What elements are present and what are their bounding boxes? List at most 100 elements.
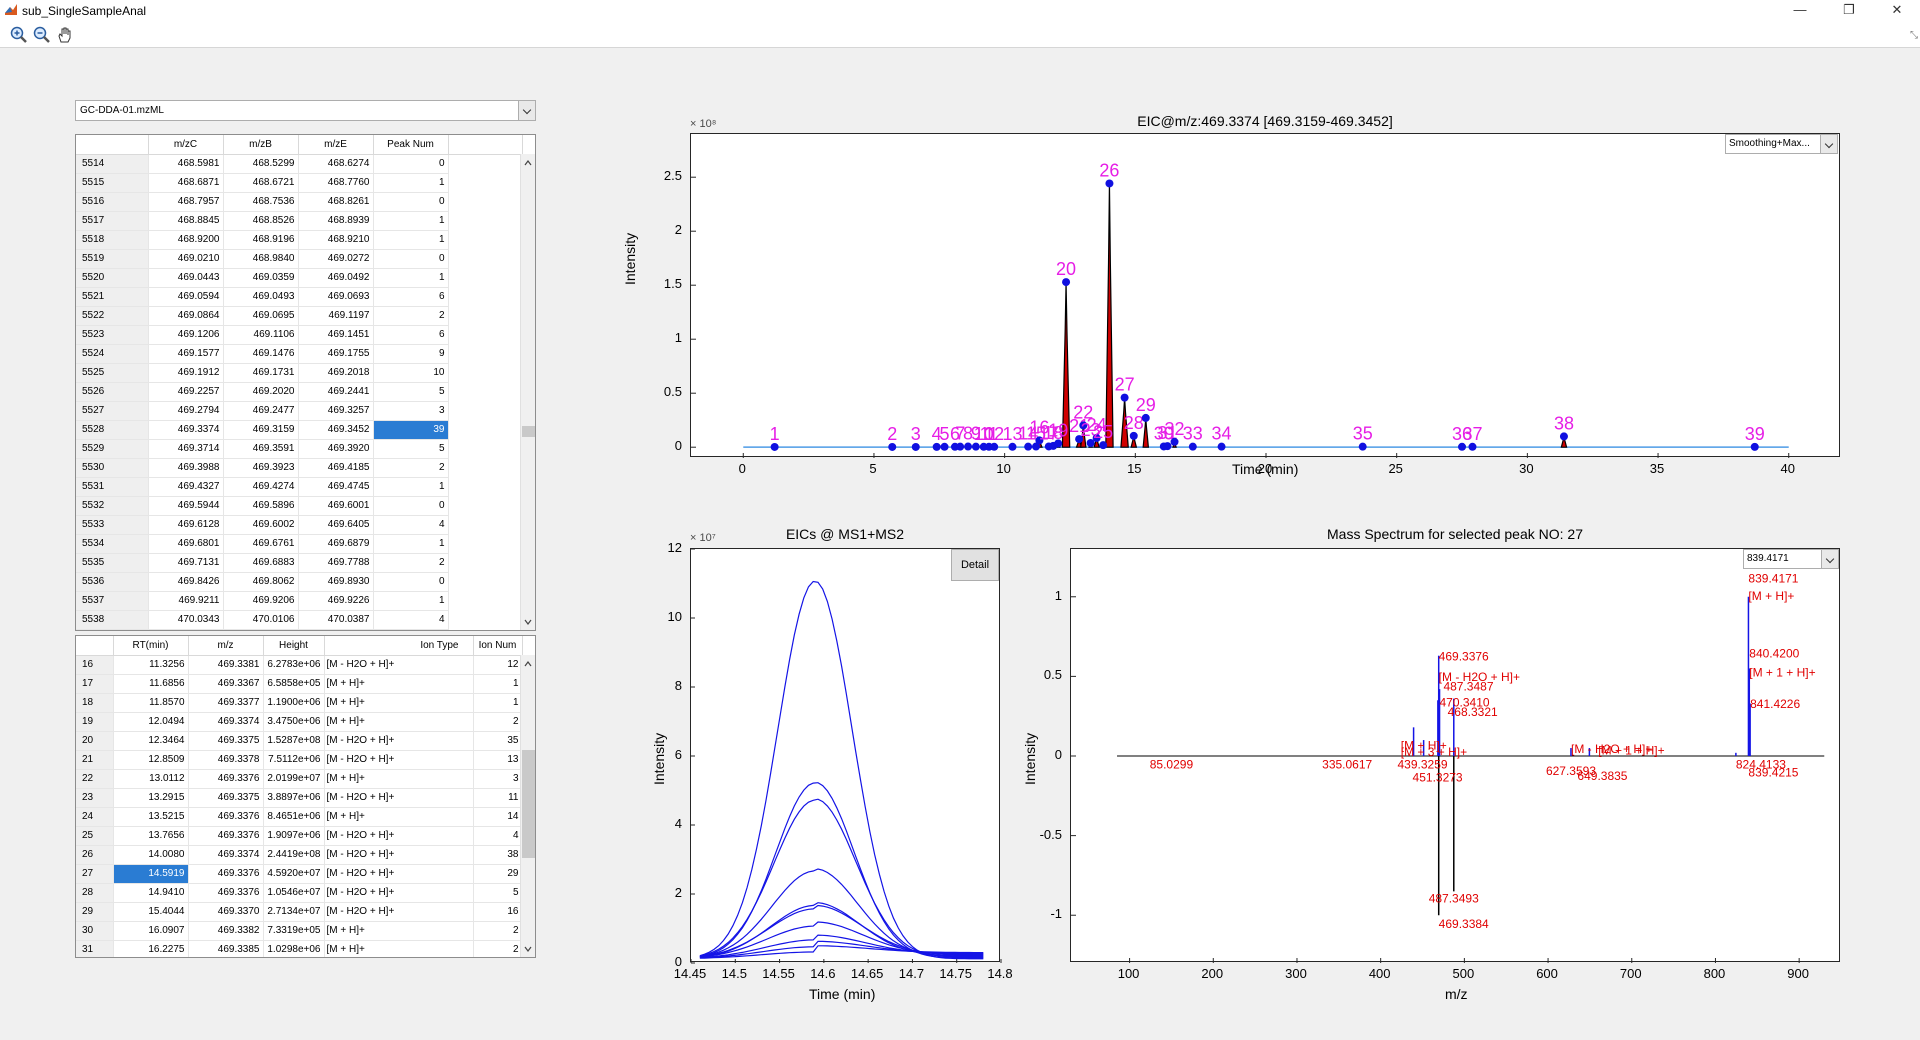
table-cell[interactable]: 13.2915 [113, 788, 189, 808]
table-row[interactable]: 18 11.8570 469.3377 1.1900e+06 [M + H]+ 1 [76, 693, 523, 713]
table-cell[interactable]: 469.2257 [148, 382, 224, 402]
table-cell[interactable]: 469.3370 [188, 902, 264, 922]
table-cell[interactable]: 11.8570 [113, 693, 189, 713]
table-cell[interactable]: 469.0693 [298, 287, 374, 307]
table-row[interactable]: 22 13.0112 469.3376 2.0199e+07 [M + H]+ 3 [76, 769, 523, 789]
table-row[interactable]: 5518 468.9200 468.9196 468.9210 1 [76, 230, 522, 250]
row-number[interactable]: 5520 [76, 268, 149, 288]
row-number[interactable]: 5528 [76, 420, 149, 440]
row-number[interactable]: 26 [76, 845, 114, 865]
table-cell[interactable]: 469.8426 [148, 572, 224, 592]
table-cell[interactable]: 469.3376 [188, 769, 264, 789]
table-cell[interactable]: 469.5944 [148, 496, 224, 516]
table-cell[interactable]: 468.9196 [223, 230, 299, 250]
table-cell[interactable]: 16 [473, 902, 523, 922]
table-cell[interactable]: 7.5112e+06 [263, 750, 325, 770]
table-cell[interactable]: 468.5981 [148, 154, 224, 174]
table-cell[interactable]: 2 [373, 306, 449, 326]
table-cell[interactable]: [M - H2O + H]+ [324, 788, 474, 808]
row-number[interactable]: 5523 [76, 325, 149, 345]
table-cell[interactable]: 469.1206 [148, 325, 224, 345]
table-cell[interactable]: [M - H2O + H]+ [324, 902, 474, 922]
table-cell[interactable]: 469.3452 [298, 420, 374, 440]
table-cell[interactable]: 3 [373, 401, 449, 421]
table-cell[interactable]: 1.1900e+06 [263, 693, 325, 713]
table-cell[interactable]: 469.2020 [223, 382, 299, 402]
table-row[interactable]: 5535 469.7131 469.6883 469.7788 2 [76, 553, 522, 573]
table-cell[interactable]: 1.9097e+06 [263, 826, 325, 846]
table-cell[interactable]: 469.1912 [148, 363, 224, 383]
table-cell[interactable]: 469.9211 [148, 591, 224, 611]
resize-grip-icon[interactable]: ⤡ [1910, 30, 1918, 41]
table-cell[interactable]: 2 [473, 712, 523, 732]
table-row[interactable]: 5531 469.4327 469.4274 469.4745 1 [76, 477, 522, 497]
row-number[interactable]: 5522 [76, 306, 149, 326]
table-cell[interactable]: 11.6856 [113, 674, 189, 694]
table-row[interactable]: 23 13.2915 469.3375 3.8897e+06 [M - H2O + H]… [76, 788, 523, 808]
table-cell[interactable]: [M - H2O + H]+ [324, 655, 474, 675]
table-cell[interactable]: 6.2783e+06 [263, 655, 325, 675]
table-cell[interactable]: 13 [473, 750, 523, 770]
table-row[interactable]: 26 14.0080 469.3374 2.4419e+08 [M - H2O + H]… [76, 845, 523, 865]
table-cell[interactable]: [M - H2O + H]+ [324, 826, 474, 846]
row-number[interactable]: 30 [76, 921, 114, 941]
table-row[interactable]: 5533 469.6128 469.6002 469.6405 4 [76, 515, 522, 535]
table-cell[interactable]: 469.7788 [298, 553, 374, 573]
table-cell[interactable]: 1.5287e+08 [263, 731, 325, 751]
table-cell[interactable]: 468.9200 [148, 230, 224, 250]
table-row[interactable]: 5524 469.1577 469.1476 469.1755 9 [76, 344, 522, 364]
row-number[interactable]: 5534 [76, 534, 149, 554]
table-row[interactable]: 5515 468.6871 468.6721 468.7760 1 [76, 173, 522, 193]
table-cell[interactable]: 13.7656 [113, 826, 189, 846]
table-cell[interactable]: 468.7957 [148, 192, 224, 212]
table-cell[interactable]: 469.3376 [188, 826, 264, 846]
table-cell[interactable]: 469.6128 [148, 515, 224, 535]
table-cell[interactable]: 469.4274 [223, 477, 299, 497]
table-cell[interactable]: 469.3375 [188, 788, 264, 808]
table-row[interactable]: 5522 469.0864 469.0695 469.1197 2 [76, 306, 522, 326]
table-cell[interactable]: 469.3376 [188, 864, 264, 884]
table-cell[interactable]: 14 [473, 807, 523, 827]
table-row[interactable]: 28 14.9410 469.3376 1.0546e+07 [M - H2O + H]… [76, 883, 523, 903]
table-cell[interactable]: 470.0387 [298, 610, 374, 630]
table-cell[interactable]: 468.6274 [298, 154, 374, 174]
mz-col-header[interactable]: m/zB [223, 135, 299, 155]
table-row[interactable]: 5520 469.0443 469.0359 469.0492 1 [76, 268, 522, 288]
table-cell[interactable]: 0 [373, 496, 449, 516]
table-cell[interactable]: 469.0359 [223, 268, 299, 288]
table-cell[interactable]: 469.4745 [298, 477, 374, 497]
table-cell[interactable]: 469.5896 [223, 496, 299, 516]
table-cell[interactable]: [M - H2O + H]+ [324, 750, 474, 770]
table-cell[interactable]: 469.1451 [298, 325, 374, 345]
table-cell[interactable]: 469.0493 [223, 287, 299, 307]
table-cell[interactable]: 468.5299 [223, 154, 299, 174]
minimize-button[interactable]: — [1793, 2, 1807, 17]
table-cell[interactable]: 4 [373, 515, 449, 535]
table-cell[interactable]: [M + H]+ [324, 921, 474, 941]
table-cell[interactable]: 469.4185 [298, 458, 374, 478]
table-cell[interactable]: 469.3159 [223, 420, 299, 440]
table-cell[interactable]: 14.9410 [113, 883, 189, 903]
table-cell[interactable]: 4 [473, 826, 523, 846]
scroll-up-icon[interactable] [524, 660, 532, 668]
row-number[interactable]: 5516 [76, 192, 149, 212]
row-number[interactable]: 5515 [76, 173, 149, 193]
table-cell[interactable]: 12 [473, 655, 523, 675]
table-cell[interactable]: 469.9226 [298, 591, 374, 611]
table-row[interactable]: 20 12.3464 469.3375 1.5287e+08 [M - H2O + H]… [76, 731, 523, 751]
table-cell[interactable]: 469.6801 [148, 534, 224, 554]
row-number[interactable]: 5538 [76, 610, 149, 630]
table-row[interactable]: 5534 469.6801 469.6761 469.6879 1 [76, 534, 522, 554]
mz-col-header[interactable]: Peak Num [373, 135, 449, 155]
table-row[interactable]: 16 11.3256 469.3381 6.2783e+06 [M - H2O + H]… [76, 655, 523, 675]
table-cell[interactable]: 469.6761 [223, 534, 299, 554]
table-cell[interactable]: 469.2441 [298, 382, 374, 402]
table-row[interactable]: 5521 469.0594 469.0493 469.0693 6 [76, 287, 522, 307]
table-cell[interactable]: 468.8261 [298, 192, 374, 212]
table-cell[interactable]: 469.1577 [148, 344, 224, 364]
table-cell[interactable]: 468.9840 [223, 249, 299, 269]
row-number[interactable]: 5514 [76, 154, 149, 174]
table-cell[interactable]: 2.7134e+07 [263, 902, 325, 922]
row-number[interactable]: 23 [76, 788, 114, 808]
table-cell[interactable]: 3.8897e+06 [263, 788, 325, 808]
